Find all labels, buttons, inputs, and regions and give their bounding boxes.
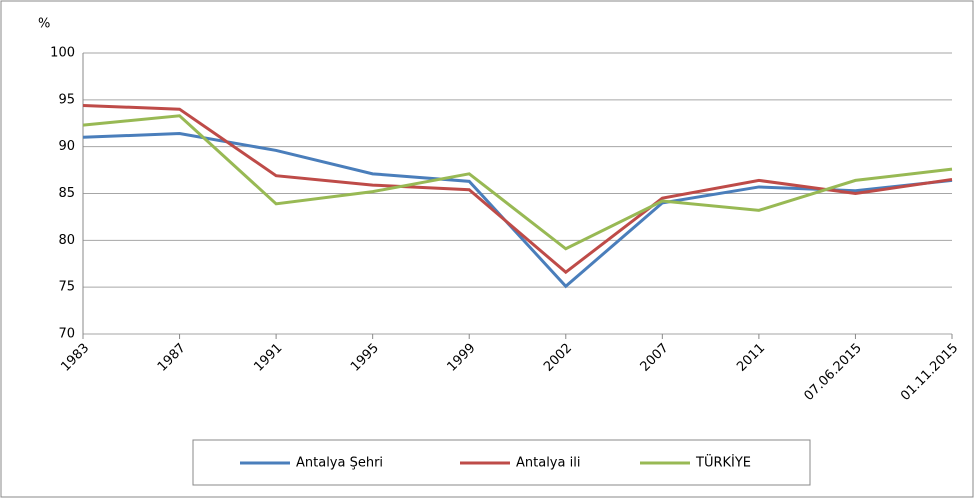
legend-label: TÜRKİYE (695, 454, 751, 471)
line-series (82, 114, 953, 251)
y-axis-label: % (38, 17, 50, 32)
y-tick-label: 80 (58, 233, 75, 248)
y-tick-label: 85 (58, 186, 75, 201)
legend-label: Antalya Şehri (296, 456, 383, 471)
legend-label: Antalya ili (516, 456, 580, 471)
line-series (82, 103, 953, 275)
y-tick-label: 95 (58, 92, 75, 107)
y-tick-label: 90 (58, 139, 75, 154)
y-tick-label: 75 (58, 280, 75, 295)
y-tick-label: 100 (50, 46, 75, 61)
y-tick-label: 70 (58, 327, 75, 342)
